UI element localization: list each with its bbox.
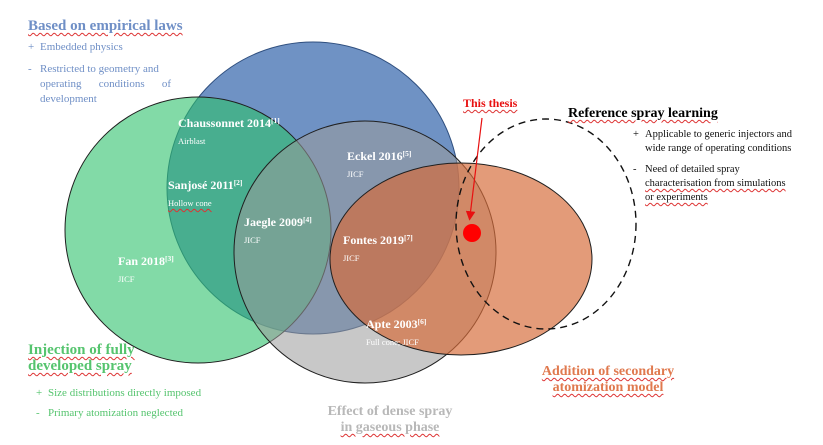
work-ref: [2] <box>233 178 243 187</box>
dense-spray-title: Effect of dense spray in gaseous phase <box>300 404 480 436</box>
reference-con: - Need of detailed spray <box>633 163 740 177</box>
minus-marker: - <box>633 164 637 175</box>
injection-con: - Primary atomization neglected <box>36 406 183 421</box>
work-name: Eckel 2016 <box>347 149 403 163</box>
work-name: Fan 2018 <box>118 254 166 268</box>
work-apte: Apte 2003[6] Full cone; JICF <box>366 317 426 347</box>
reference-spray-ellipse <box>455 118 637 330</box>
work-ref: [3] <box>165 254 174 263</box>
work-sub: JICF <box>343 253 360 263</box>
injection-title: Injection of fully developed spray <box>28 342 135 374</box>
reference-title: Reference spray learning <box>568 106 718 121</box>
work-name: Sanjosé 2011 <box>168 178 234 192</box>
work-name: Fontes 2019 <box>343 233 404 247</box>
empirical-con-line-3: development <box>40 93 97 105</box>
work-sub: JICF <box>118 274 135 284</box>
injection-con-text: Primary atomization neglected <box>48 407 184 419</box>
work-ref: [6] <box>417 317 427 326</box>
work-sanjose: Sanjosé 2011[2] Hollow cone <box>168 178 242 208</box>
empirical-con-line-1: Restricted to geometry and <box>40 63 159 75</box>
work-sub: JICF <box>244 235 261 245</box>
reference-con-line-1: Need of detailed spray <box>645 164 740 175</box>
empirical-pro-text: Embedded physics <box>40 41 123 53</box>
work-jaegle: Jaegle 2009[4] JICF <box>244 215 312 245</box>
reference-con-line-2: characterisation from simulations <box>645 178 786 189</box>
minus-marker: - <box>36 407 40 419</box>
reference-pro-line-2: wide range of operating conditions <box>645 143 792 154</box>
dense-spray-title-line-1: Effect of dense spray <box>327 404 453 419</box>
work-sub: Airblast <box>178 136 206 146</box>
reference-con-line-3: or experiments <box>645 192 708 203</box>
thesis-label: This thesis <box>463 96 518 110</box>
work-name: Apte 2003 <box>366 317 418 331</box>
work-sub: JICF <box>347 169 364 179</box>
work-name: Chaussonnet 2014 <box>178 116 272 130</box>
work-chaussonnet: Chaussonnet 2014[1] Airblast <box>178 116 280 146</box>
work-ref: [5] <box>402 149 412 158</box>
empirical-laws-title: Based on empirical laws <box>28 18 183 34</box>
secondary-atomization-title: Addition of secondary atomization model <box>518 364 698 396</box>
plus-marker: + <box>633 129 639 140</box>
injection-pro-text: Size distributions directly imposed <box>48 387 202 399</box>
reference-pro-line-1: Applicable to generic injectors and <box>645 129 792 140</box>
dense-spray-title-line-2: in gaseous phase <box>340 420 440 435</box>
plus-marker: + <box>28 41 35 53</box>
minus-marker: - <box>28 63 32 75</box>
work-ref: [4] <box>303 215 312 224</box>
injection-title-line-2: developed spray <box>28 358 132 374</box>
injection-pro: + Size distributions directly imposed <box>36 386 201 401</box>
work-sub: Hollow cone <box>168 198 212 208</box>
work-ref: [7] <box>404 233 413 242</box>
empirical-con: - Restricted to geometry and <box>28 62 159 77</box>
secondary-title-line-2: atomization model <box>552 380 664 395</box>
empirical-con-line-2: operating conditions of <box>40 78 171 90</box>
thesis-dot <box>463 224 481 242</box>
work-sub: Full cone; JICF <box>366 337 419 347</box>
empirical-pro: + Embedded physics <box>28 40 123 55</box>
thesis-arrow <box>465 117 483 221</box>
work-name: Jaegle 2009 <box>244 215 303 229</box>
secondary-title-line-1: Addition of secondary <box>541 364 675 379</box>
reference-pro: + Applicable to generic injectors and <box>633 128 792 142</box>
work-eckel: Eckel 2016[5] JICF <box>347 149 411 179</box>
work-fan: Fan 2018[3] JICF <box>118 254 174 284</box>
work-fontes: Fontes 2019[7] JICF <box>343 233 413 263</box>
work-ref: [1] <box>271 116 280 125</box>
plus-marker: + <box>36 387 43 399</box>
injection-title-line-1: Injection of fully <box>28 342 135 358</box>
